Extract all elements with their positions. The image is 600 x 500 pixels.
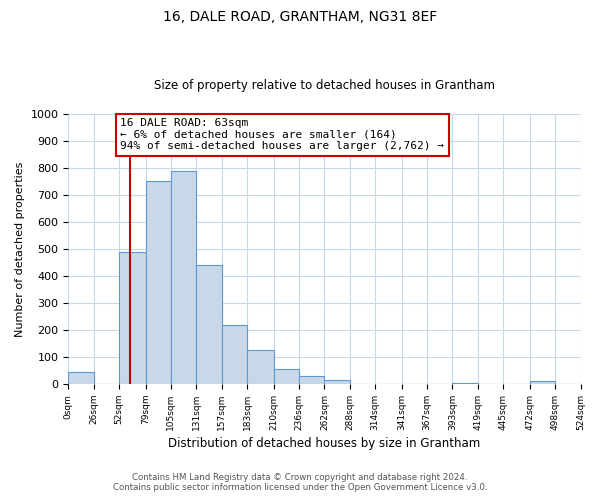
Y-axis label: Number of detached properties: Number of detached properties xyxy=(15,162,25,336)
Bar xyxy=(171,170,196,384)
Title: Size of property relative to detached houses in Grantham: Size of property relative to detached ho… xyxy=(154,79,495,92)
Bar xyxy=(119,252,146,384)
Text: 16 DALE ROAD: 63sqm
← 6% of detached houses are smaller (164)
94% of semi-detach: 16 DALE ROAD: 63sqm ← 6% of detached hou… xyxy=(120,118,444,151)
Bar xyxy=(68,372,94,384)
Bar xyxy=(222,324,247,384)
Bar xyxy=(299,376,325,384)
Bar xyxy=(196,265,222,384)
Text: 16, DALE ROAD, GRANTHAM, NG31 8EF: 16, DALE ROAD, GRANTHAM, NG31 8EF xyxy=(163,10,437,24)
Bar xyxy=(146,182,171,384)
Bar xyxy=(530,382,555,384)
Bar xyxy=(274,369,299,384)
Bar xyxy=(452,382,478,384)
X-axis label: Distribution of detached houses by size in Grantham: Distribution of detached houses by size … xyxy=(168,437,481,450)
Bar xyxy=(247,350,274,384)
Bar xyxy=(325,380,350,384)
Text: Contains HM Land Registry data © Crown copyright and database right 2024.
Contai: Contains HM Land Registry data © Crown c… xyxy=(113,473,487,492)
